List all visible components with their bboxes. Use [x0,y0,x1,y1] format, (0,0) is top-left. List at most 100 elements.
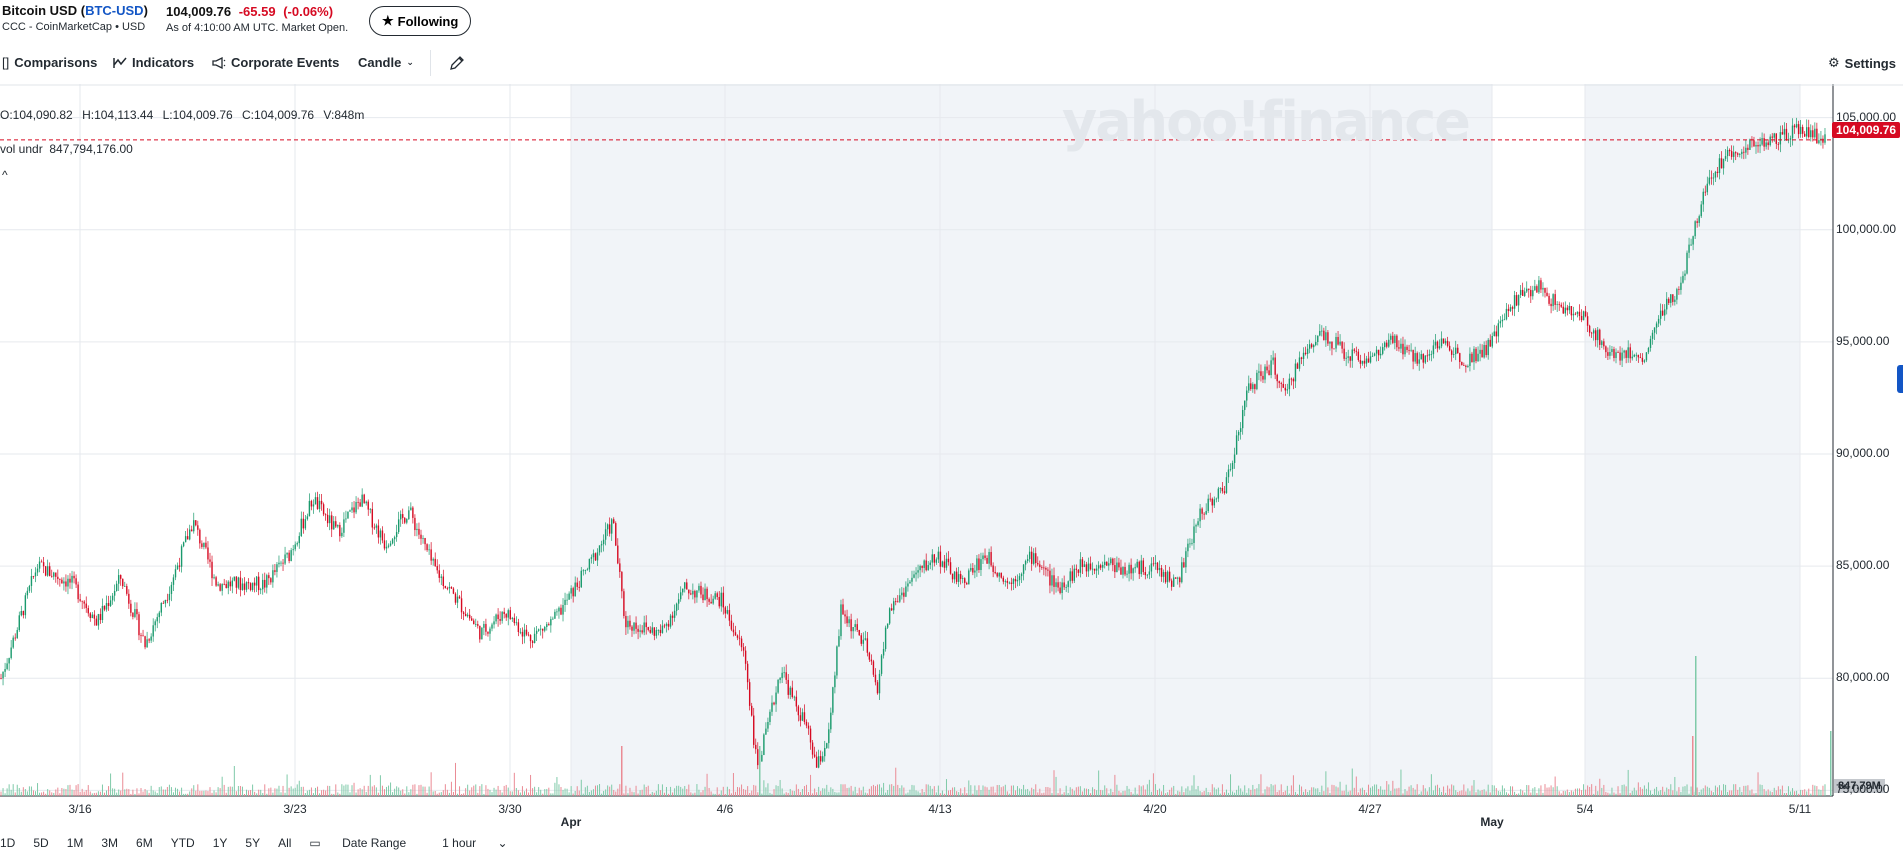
volume-bar [710,791,712,796]
volume-bar [410,789,412,796]
candle-body [1223,491,1226,493]
volume-bar [367,785,369,796]
draw-tool-button[interactable] [449,55,465,71]
range-3m[interactable]: 3M [101,836,119,850]
asset-symbol[interactable]: BTC-USD [85,3,144,18]
collapse-legend-button[interactable]: ^ [2,168,8,182]
settings-button[interactable]: ⚙ Settings [1828,55,1896,71]
candle-body [57,576,59,580]
volume-bar [18,787,20,796]
volume-bar [396,786,398,796]
candle-body [284,554,286,564]
volume-bar [978,785,980,796]
candle-body [1814,128,1816,138]
volume-bar [1087,789,1089,796]
candle-body [1672,294,1674,302]
volume-bar [1668,789,1670,796]
volume-bar [59,793,61,796]
vol-undr-label: vol undr [0,142,43,156]
range-1d[interactable]: 1D [0,836,16,850]
volume-bar [414,784,416,796]
range-ytd[interactable]: YTD [170,836,195,850]
candle-body [1483,345,1485,358]
candle-body [876,682,879,694]
volume-bar [968,780,970,796]
corporate-events-button[interactable]: Corporate Events [212,55,339,70]
candle-body [746,663,749,683]
volume-bar [1390,790,1392,796]
candle-body [249,583,252,590]
volume-bar [475,784,477,796]
volume-bar [631,791,633,796]
volume-bar [1124,790,1126,796]
side-panel-handle[interactable] [1897,365,1903,393]
volume-bar [495,789,497,796]
candle-body [79,599,81,601]
volume-bar [1325,771,1327,796]
volume-bar [1552,787,1554,796]
range-all[interactable]: All [278,836,292,850]
candle-body [554,611,556,619]
volume-bar [680,786,682,796]
range-6m[interactable]: 6M [136,836,153,850]
range-1y[interactable]: 1Y [212,836,228,850]
candle-body [207,547,209,560]
interval-dropdown[interactable]: 1 hour ⌄ [442,836,525,850]
candle-body [1170,580,1173,587]
chart-type-dropdown[interactable]: Candle ⌄ [358,55,414,70]
volume-bar [684,785,686,796]
candle-body [1373,353,1376,356]
price-chart[interactable] [0,84,1903,836]
volume-bar [1073,790,1075,796]
range-5d[interactable]: 5D [33,836,49,850]
volume-bar [1516,793,1518,796]
candle-body [71,575,73,583]
volume-bar [570,786,572,796]
candle-body [1440,338,1443,347]
volume-bar [601,793,603,796]
volume-bar [473,785,475,796]
date-range-button[interactable]: ▭ Date Range [309,836,424,850]
volume-bar [1092,787,1094,796]
candle-body [586,569,589,571]
volume-bar [929,785,931,796]
volume-bar [213,790,215,796]
volume-bar [55,789,57,796]
volume-bar [203,790,205,796]
settings-label: Settings [1844,55,1896,71]
following-button[interactable]: ★ Following [369,6,472,36]
volume-bar [1718,785,1720,796]
candle-body [458,596,461,599]
candle-body [1069,571,1071,582]
volume-bar [1134,787,1136,796]
volume-bar [1544,784,1546,796]
volume-bar [355,792,357,796]
candle-body [937,551,940,560]
candle-body [87,608,89,614]
volume-bar [120,790,122,796]
range-5y[interactable]: 5Y [245,836,261,850]
comparisons-button[interactable]: [] Comparisons [2,55,97,70]
candle-body [1341,341,1343,349]
candle-body [485,623,487,632]
candle-body [140,635,142,637]
volume-bar [1518,793,1520,796]
candle-body [1791,125,1794,139]
volume-bar [1676,791,1678,796]
volume-bar [1656,786,1658,796]
candle-body [953,571,956,580]
candle-body [1570,306,1573,316]
volume-bar [1163,784,1165,796]
volume-bar [45,793,47,796]
candle-body [1576,311,1579,314]
candle-body [1300,357,1303,359]
indicators-button[interactable]: Indicators [113,55,194,70]
candle-body [77,584,79,600]
candle-body [1613,349,1615,359]
candle-body [959,574,962,579]
volume-bar [1422,785,1424,796]
volume-bar [1114,774,1116,796]
chart-canvas[interactable] [0,84,1903,836]
range-1m[interactable]: 1M [66,836,84,850]
price-change: -65.59 [238,4,276,19]
